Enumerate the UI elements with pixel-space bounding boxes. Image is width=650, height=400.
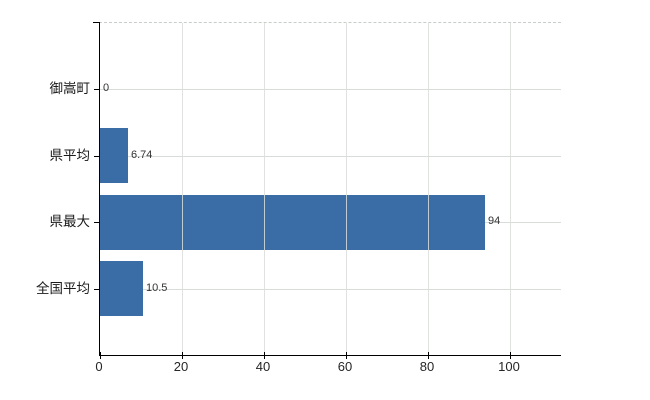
y-axis-tick bbox=[94, 222, 100, 223]
x-axis-tick bbox=[100, 352, 101, 359]
x-tick-label: 100 bbox=[498, 359, 520, 374]
value-label: 10.5 bbox=[146, 282, 168, 294]
x-axis-tick bbox=[182, 352, 183, 359]
x-axis-tick bbox=[264, 352, 265, 359]
x-tick-label: 40 bbox=[255, 359, 271, 374]
gridline-horizontal bbox=[100, 89, 561, 90]
value-label: 94 bbox=[488, 215, 501, 227]
value-label: 0 bbox=[103, 82, 110, 94]
plot-area: 0 6.74 94 10.5 bbox=[93, 22, 561, 359]
category-label-全国平均: 全国平均 bbox=[36, 281, 90, 296]
bar-県平均 bbox=[100, 128, 128, 183]
x-axis-tick bbox=[346, 352, 347, 359]
gridline-vertical bbox=[428, 23, 429, 355]
gridline-horizontal bbox=[100, 156, 561, 157]
y-axis-top-tick bbox=[93, 22, 100, 23]
x-tick-label: 60 bbox=[337, 359, 353, 374]
x-axis-tick bbox=[510, 352, 511, 359]
category-label-県最大: 県最大 bbox=[49, 214, 91, 229]
gridline-horizontal bbox=[100, 289, 561, 290]
gridline-vertical bbox=[346, 23, 347, 355]
y-axis-tick bbox=[94, 89, 100, 90]
gridline-vertical bbox=[264, 23, 265, 355]
category-label-県平均: 県平均 bbox=[49, 148, 91, 163]
bar-全国平均 bbox=[100, 261, 143, 316]
x-tick-label: 20 bbox=[173, 359, 189, 374]
value-label: 6.74 bbox=[131, 149, 153, 161]
gridline-vertical bbox=[182, 23, 183, 355]
x-axis-tick bbox=[428, 352, 429, 359]
gridline-vertical bbox=[510, 23, 511, 355]
x-tick-label: 0 bbox=[95, 359, 103, 374]
y-axis-tick bbox=[94, 156, 100, 157]
x-tick-label: 80 bbox=[419, 359, 435, 374]
category-label-御嵩町: 御嵩町 bbox=[49, 81, 91, 96]
bar-県最大 bbox=[100, 195, 485, 250]
y-axis-tick bbox=[94, 289, 100, 290]
